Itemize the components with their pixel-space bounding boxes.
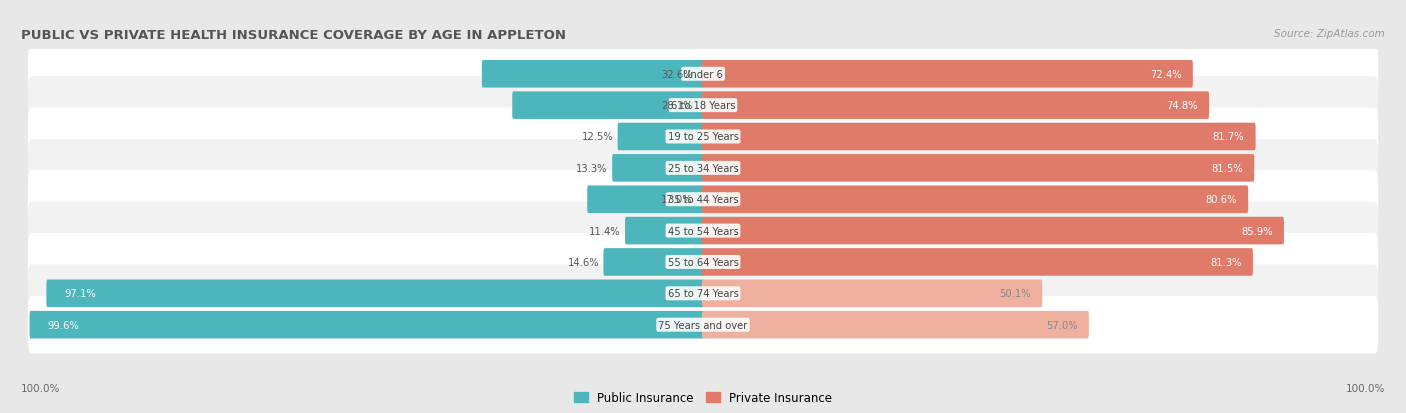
FancyBboxPatch shape — [28, 77, 1378, 135]
FancyBboxPatch shape — [46, 280, 704, 307]
FancyBboxPatch shape — [28, 265, 1378, 323]
Legend: Public Insurance, Private Insurance: Public Insurance, Private Insurance — [569, 387, 837, 409]
FancyBboxPatch shape — [702, 280, 1042, 307]
Text: 75 Years and over: 75 Years and over — [658, 320, 748, 330]
Text: 11.4%: 11.4% — [589, 226, 620, 236]
Text: 55 to 64 Years: 55 to 64 Years — [668, 257, 738, 267]
Text: 72.4%: 72.4% — [1150, 70, 1181, 80]
Text: 12.5%: 12.5% — [582, 132, 613, 142]
FancyBboxPatch shape — [28, 202, 1378, 260]
Text: 81.5%: 81.5% — [1212, 164, 1243, 173]
Text: 81.7%: 81.7% — [1213, 132, 1244, 142]
Text: 17.0%: 17.0% — [661, 195, 693, 205]
FancyBboxPatch shape — [702, 123, 1256, 151]
Text: 13.3%: 13.3% — [576, 164, 607, 173]
Text: 6 to 18 Years: 6 to 18 Years — [671, 101, 735, 111]
Text: 32.6%: 32.6% — [661, 70, 693, 80]
FancyBboxPatch shape — [512, 92, 704, 120]
Text: 57.0%: 57.0% — [1046, 320, 1078, 330]
FancyBboxPatch shape — [28, 108, 1378, 166]
FancyBboxPatch shape — [30, 311, 704, 339]
FancyBboxPatch shape — [603, 249, 704, 276]
Text: 25 to 34 Years: 25 to 34 Years — [668, 164, 738, 173]
Text: 100.0%: 100.0% — [1346, 383, 1385, 393]
FancyBboxPatch shape — [28, 140, 1378, 197]
Text: 45 to 54 Years: 45 to 54 Years — [668, 226, 738, 236]
FancyBboxPatch shape — [28, 171, 1378, 228]
FancyBboxPatch shape — [28, 296, 1378, 354]
FancyBboxPatch shape — [28, 46, 1378, 103]
Text: 97.1%: 97.1% — [65, 289, 96, 299]
Text: PUBLIC VS PRIVATE HEALTH INSURANCE COVERAGE BY AGE IN APPLETON: PUBLIC VS PRIVATE HEALTH INSURANCE COVER… — [21, 29, 567, 42]
Text: Under 6: Under 6 — [683, 70, 723, 80]
FancyBboxPatch shape — [612, 155, 704, 182]
FancyBboxPatch shape — [482, 61, 704, 88]
Text: 99.6%: 99.6% — [48, 320, 79, 330]
FancyBboxPatch shape — [702, 249, 1253, 276]
FancyBboxPatch shape — [702, 217, 1284, 245]
Text: 35 to 44 Years: 35 to 44 Years — [668, 195, 738, 205]
FancyBboxPatch shape — [702, 92, 1209, 120]
Text: 85.9%: 85.9% — [1241, 226, 1272, 236]
FancyBboxPatch shape — [702, 61, 1192, 88]
Text: 80.6%: 80.6% — [1205, 195, 1237, 205]
Text: 19 to 25 Years: 19 to 25 Years — [668, 132, 738, 142]
FancyBboxPatch shape — [28, 233, 1378, 291]
FancyBboxPatch shape — [626, 217, 704, 245]
Text: 28.1%: 28.1% — [661, 101, 693, 111]
Text: 74.8%: 74.8% — [1167, 101, 1198, 111]
FancyBboxPatch shape — [702, 311, 1088, 339]
Text: 50.1%: 50.1% — [1000, 289, 1031, 299]
Text: 14.6%: 14.6% — [568, 257, 599, 267]
FancyBboxPatch shape — [617, 123, 704, 151]
Text: 65 to 74 Years: 65 to 74 Years — [668, 289, 738, 299]
Text: Source: ZipAtlas.com: Source: ZipAtlas.com — [1274, 29, 1385, 39]
Text: 81.3%: 81.3% — [1211, 257, 1241, 267]
Text: 100.0%: 100.0% — [21, 383, 60, 393]
FancyBboxPatch shape — [702, 155, 1254, 182]
FancyBboxPatch shape — [702, 186, 1249, 214]
FancyBboxPatch shape — [588, 186, 704, 214]
